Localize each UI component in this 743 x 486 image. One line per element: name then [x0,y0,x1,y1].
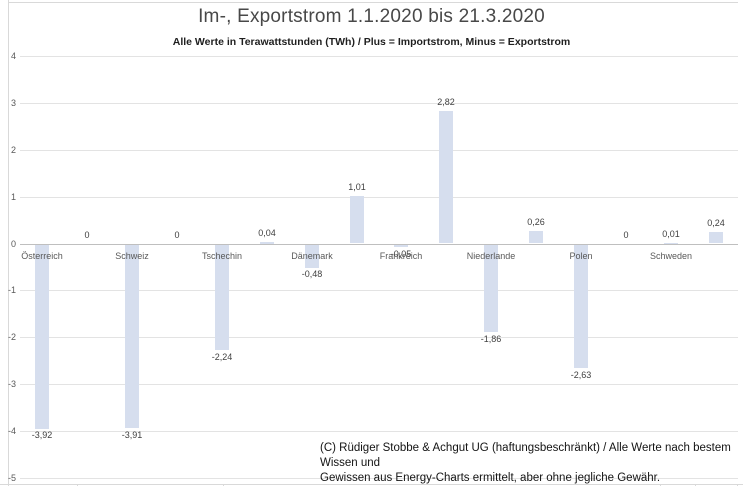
bar [439,111,453,243]
sheet-cell-border [695,484,696,486]
category-label: Polen [569,251,593,261]
category-label: Frankreich [379,251,423,261]
sheet-cell-border [660,484,661,486]
chart-title: Im-, Exportstrom 1.1.2020 bis 21.3.2020 [198,6,545,27]
value-label: -2,24 [211,352,233,362]
value-label: -1,86 [480,334,502,344]
sheet-gridline-top [8,2,738,3]
category-label: Niederlande [466,251,516,261]
bar [664,243,678,244]
y-axis-tick-label: 4 [10,51,16,61]
bar [350,196,364,243]
bar [709,232,723,243]
bar [215,245,229,350]
bar [529,231,543,243]
sheet-cell-border [77,484,78,486]
sheet-cell-border [223,484,224,486]
copyright-text: (C) Rüdiger Stobbe & Achgut UG (haftungs… [320,441,740,486]
gridline [20,431,738,432]
value-label: -2,63 [570,370,592,380]
value-label: 1,01 [348,182,366,192]
gridline [20,150,738,151]
category-label: Tschechin [201,251,243,261]
x-axis-line [20,244,738,245]
sheet-cell-border [737,484,738,486]
value-label: 0,26 [527,217,545,227]
sheet-gridline-bottom [0,484,743,485]
y-axis-tick-label: -2 [7,332,16,342]
category-label: Schweiz [115,251,149,261]
value-label: 0 [174,230,180,240]
copyright-line-2: Gewissen aus Energy-Charts ermittelt, ab… [320,472,661,484]
bar [305,245,319,268]
chart-subtitle: Alle Werte in Terawattstunden (TWh) / Pl… [172,36,571,48]
y-axis-tick-label: 1 [10,192,16,202]
gridline [20,197,738,198]
gridline [20,478,738,479]
value-label: 0,01 [662,229,680,239]
value-label: -3,92 [31,430,53,440]
value-label: 0 [84,230,90,240]
value-label: -0,05 [390,249,412,259]
y-axis-tick-label: -5 [7,473,16,483]
category-label: Dänemark [291,251,333,261]
gridline [20,337,738,338]
y-axis-tick-label: -3 [7,379,16,389]
bar [125,245,139,428]
y-axis-tick-label: -1 [7,285,16,295]
category-label: Schweden [649,251,693,261]
y-axis-tick-label: 3 [10,98,16,108]
value-label: -3,91 [121,430,143,440]
sheet-gridline-left [8,0,9,486]
gridline [20,290,738,291]
value-label: 0 [623,230,629,240]
gridline [20,56,738,57]
value-label: 0,24 [707,218,725,228]
y-axis-tick-label: -4 [7,426,16,436]
value-label: 0,04 [258,228,276,238]
y-axis-tick-label: 0 [10,239,16,249]
bar [260,242,274,244]
value-label: -0,48 [301,269,323,279]
value-label: 2,82 [437,97,455,107]
bar [35,245,49,429]
copyright-line-1: (C) Rüdiger Stobbe & Achgut UG (haftungs… [320,442,731,469]
bar [484,245,498,332]
category-label: Österreich [21,251,63,261]
bar [394,245,408,247]
gridline [20,384,738,385]
bar [574,245,588,368]
y-axis-tick-label: 2 [10,145,16,155]
gridline [20,103,738,104]
